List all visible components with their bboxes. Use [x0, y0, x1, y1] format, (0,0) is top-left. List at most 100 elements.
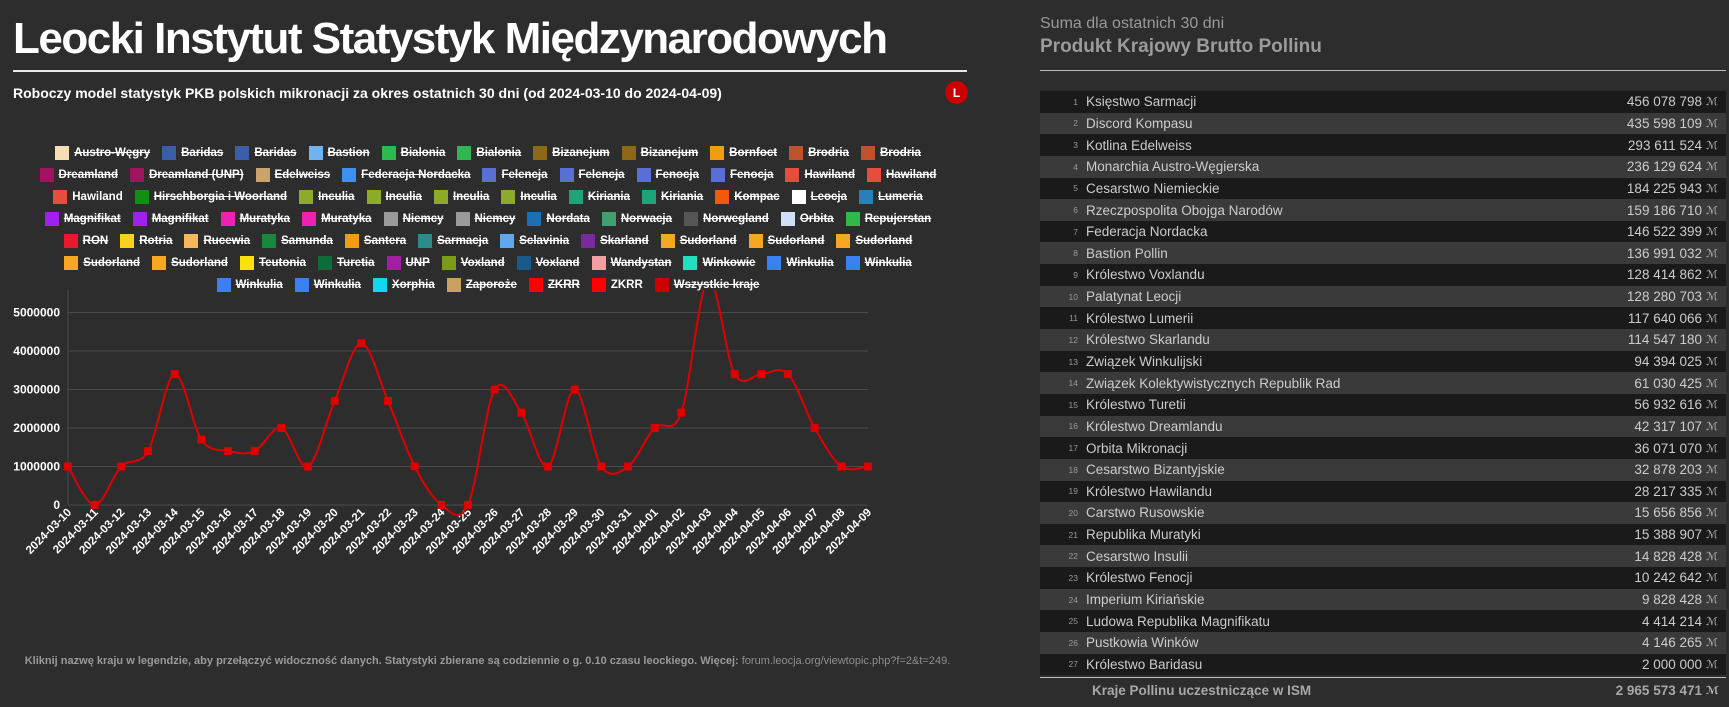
- legend-item[interactable]: Kiriania: [642, 188, 703, 206]
- data-point[interactable]: [64, 462, 72, 471]
- legend-item[interactable]: Winkowie: [683, 254, 755, 272]
- legend-item[interactable]: Skarland: [581, 232, 649, 250]
- data-point[interactable]: [250, 447, 259, 456]
- data-point[interactable]: [544, 462, 552, 471]
- legend-item[interactable]: Lumeria: [859, 188, 923, 206]
- legend-item[interactable]: Wandystan: [591, 254, 671, 272]
- data-point[interactable]: [277, 424, 286, 432]
- data-point[interactable]: [490, 385, 499, 394]
- data-point[interactable]: [810, 424, 819, 432]
- legend-item[interactable]: Leocja: [791, 188, 847, 206]
- legend-item[interactable]: Kiriania: [568, 188, 630, 206]
- legend-item[interactable]: Winkulia: [216, 276, 283, 294]
- legend-item[interactable]: Baridas: [235, 144, 297, 162]
- data-point[interactable]: [357, 339, 366, 348]
- legend-item[interactable]: Muratyka: [302, 210, 372, 228]
- legend-item[interactable]: Hawiland: [53, 188, 123, 206]
- legend-item[interactable]: Santera: [344, 232, 406, 250]
- legend-item[interactable]: UNP: [386, 254, 430, 272]
- legend-item[interactable]: Inculia: [501, 188, 557, 206]
- legend-item[interactable]: Felencja: [559, 166, 625, 184]
- legend-item[interactable]: Bialonia: [381, 144, 445, 162]
- legend-item[interactable]: Winkulia: [767, 254, 834, 272]
- data-point[interactable]: [384, 397, 392, 406]
- legend-item[interactable]: Orbita: [780, 210, 834, 228]
- legend-item[interactable]: Sudorland: [660, 232, 737, 250]
- legend-item[interactable]: Austro-Węgry: [55, 144, 150, 162]
- legend-item[interactable]: Sudorland: [748, 232, 824, 250]
- legend-item[interactable]: Sudorland: [64, 254, 140, 272]
- data-point[interactable]: [517, 408, 526, 417]
- legend-item[interactable]: ZKRR: [528, 276, 580, 294]
- legend-item[interactable]: Winkulia: [294, 276, 361, 294]
- data-point[interactable]: [650, 424, 659, 432]
- legend-item[interactable]: Niemcy: [455, 210, 515, 228]
- data-point[interactable]: [410, 462, 419, 471]
- legend-item[interactable]: Winkulia: [845, 254, 912, 272]
- data-point[interactable]: [117, 462, 126, 471]
- legend-item[interactable]: Niemcy: [383, 210, 444, 228]
- legend-item[interactable]: Dreamland: [39, 166, 118, 184]
- data-point[interactable]: [570, 385, 579, 394]
- legend-item[interactable]: Muratyka: [220, 210, 290, 228]
- legend-item[interactable]: Sclavinia: [500, 232, 569, 250]
- legend-item[interactable]: Fenocja: [711, 166, 773, 184]
- legend-item[interactable]: Hawiland: [785, 166, 855, 184]
- legend-item[interactable]: Kompac: [715, 188, 780, 206]
- legend-item[interactable]: Hirschborgia i Woorland: [134, 188, 287, 206]
- legend-item[interactable]: Bizancjum: [533, 144, 610, 162]
- legend-item[interactable]: Felencja: [482, 166, 548, 184]
- footnote-link[interactable]: forum.leocja.org/viewtopic.php?f=2&t=249…: [741, 655, 951, 667]
- data-point[interactable]: [757, 370, 766, 379]
- legend-item[interactable]: Fenocja: [636, 166, 699, 184]
- legend-item[interactable]: Voxland: [516, 254, 580, 272]
- data-point[interactable]: [224, 447, 232, 456]
- legend-item[interactable]: Rucewia: [184, 232, 250, 250]
- legend-item[interactable]: Sudorland: [152, 254, 228, 272]
- legend-item[interactable]: Magnifikat: [132, 210, 209, 228]
- legend-item[interactable]: Bialonia: [457, 144, 521, 162]
- data-point[interactable]: [864, 462, 872, 471]
- legend-item[interactable]: Dreamland (UNP): [129, 166, 244, 184]
- legend-item[interactable]: Bastion: [308, 144, 370, 162]
- data-point[interactable]: [624, 462, 632, 471]
- data-point[interactable]: [597, 462, 606, 471]
- legend-item[interactable]: Repujerstan: [845, 210, 931, 228]
- data-point[interactable]: [144, 447, 152, 456]
- data-point[interactable]: [677, 408, 686, 417]
- legend-item[interactable]: Baridas: [162, 144, 223, 162]
- data-point[interactable]: [730, 370, 739, 379]
- legend-item[interactable]: Rotria: [120, 232, 172, 250]
- legend-item[interactable]: Nordata: [527, 210, 590, 228]
- legend-item[interactable]: Sudorland: [836, 232, 912, 250]
- legend-item[interactable]: Samunda: [262, 232, 333, 250]
- legend-item[interactable]: Norwegland: [684, 210, 769, 228]
- data-point[interactable]: [304, 462, 312, 471]
- data-point[interactable]: [197, 435, 206, 444]
- data-point[interactable]: [837, 462, 846, 471]
- legend-item[interactable]: Teutonia: [239, 254, 306, 272]
- legend-item[interactable]: Wszystkie kraje: [654, 276, 759, 294]
- legend-item[interactable]: Edelweiss: [255, 166, 330, 184]
- legend-item[interactable]: Federacja Nordacka: [342, 166, 470, 184]
- legend-item[interactable]: Brodria: [861, 144, 921, 162]
- legend-item[interactable]: Norwacja: [601, 210, 672, 228]
- data-point[interactable]: [464, 501, 472, 509]
- legend-item[interactable]: Sarmacja: [418, 232, 488, 250]
- data-point[interactable]: [90, 501, 99, 509]
- legend-item[interactable]: Inculia: [299, 188, 355, 206]
- legend-item[interactable]: ZKRR: [591, 276, 643, 294]
- legend-item[interactable]: Inculia: [433, 188, 489, 206]
- legend-item[interactable]: RON: [63, 232, 108, 250]
- legend-item[interactable]: Voxland: [441, 254, 505, 272]
- legend-item[interactable]: Turetia: [318, 254, 375, 272]
- data-point[interactable]: [330, 397, 339, 406]
- data-point[interactable]: [437, 501, 446, 509]
- legend-item[interactable]: Brodria: [789, 144, 849, 162]
- legend-item[interactable]: Inculia: [366, 188, 422, 206]
- legend-item[interactable]: Hawiland: [866, 166, 936, 184]
- legend-item[interactable]: Bornfoct: [710, 144, 777, 162]
- legend-item[interactable]: Bizancjum: [621, 144, 698, 162]
- data-point[interactable]: [784, 370, 792, 379]
- data-point[interactable]: [170, 370, 179, 379]
